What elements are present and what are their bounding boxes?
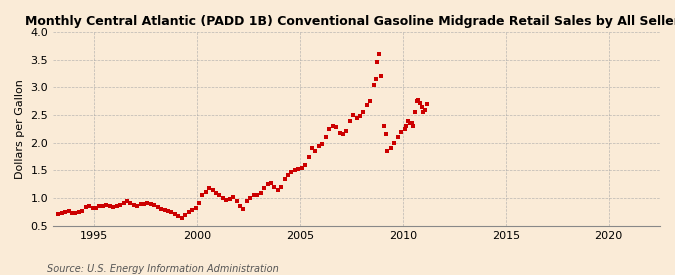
Text: Source: U.S. Energy Information Administration: Source: U.S. Energy Information Administ…	[47, 264, 279, 274]
Title: Monthly Central Atlantic (PADD 1B) Conventional Gasoline Midgrade Retail Sales b: Monthly Central Atlantic (PADD 1B) Conve…	[26, 15, 675, 28]
Y-axis label: Dollars per Gallon: Dollars per Gallon	[15, 79, 25, 179]
